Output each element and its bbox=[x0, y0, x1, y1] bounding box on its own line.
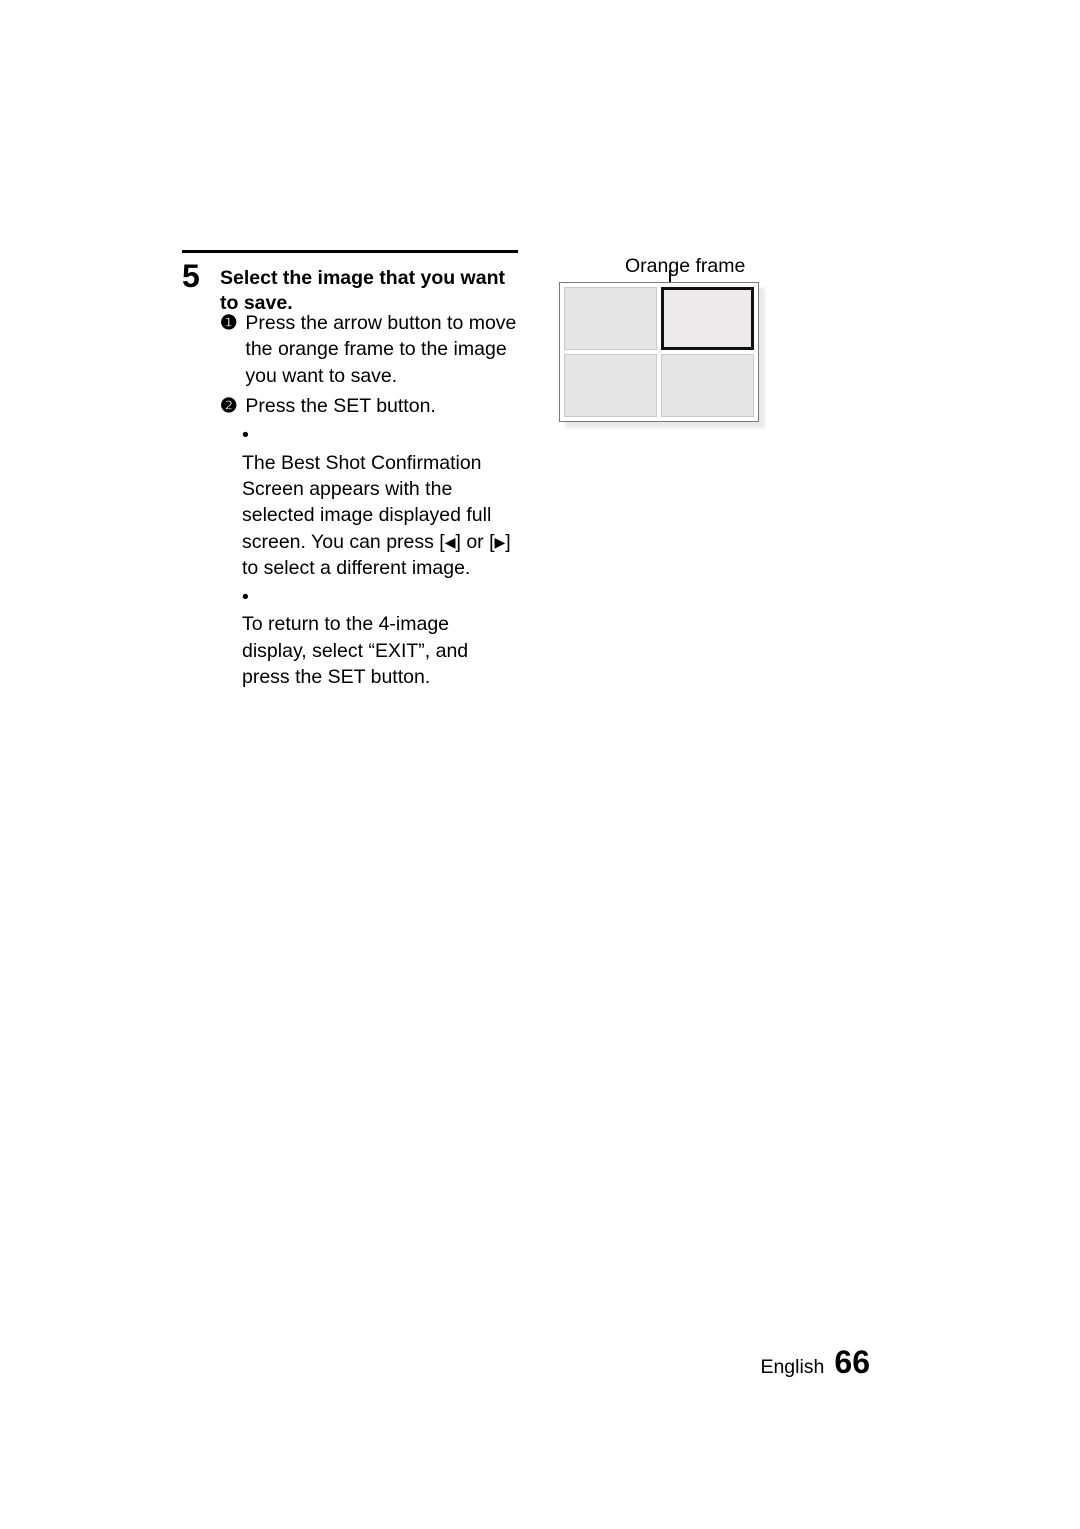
bullet-1-text: The Best Shot Confirmation Screen appear… bbox=[242, 450, 514, 582]
thumb-cell-2 bbox=[564, 354, 657, 417]
substep-1: ❶ Press the arrow button to move the ora… bbox=[220, 310, 534, 389]
grid-outer bbox=[559, 282, 759, 422]
section-rule bbox=[182, 250, 518, 253]
right-arrow-icon: ▶ bbox=[495, 534, 506, 550]
circled-1-icon: ❶ bbox=[220, 310, 240, 336]
bullet-list: • The Best Shot Confirmation Screen appe… bbox=[220, 423, 534, 690]
footer-language: English bbox=[760, 1356, 824, 1379]
manual-page: 5 Select the image that you want to save… bbox=[0, 0, 1080, 1529]
bullet-1-mid: ] or [ bbox=[456, 531, 495, 553]
bullet-dot-icon: • bbox=[242, 585, 260, 610]
bullet-2-text: To return to the 4-image display, select… bbox=[242, 611, 514, 690]
substep-2: ❷ Press the SET button. • The Best Shot … bbox=[220, 393, 534, 690]
substep-list: ❶ Press the arrow button to move the ora… bbox=[220, 310, 534, 694]
step-title: Select the image that you want to save. bbox=[220, 266, 520, 316]
footer-page-number: 66 bbox=[834, 1344, 870, 1381]
diagram-leader-line bbox=[669, 270, 671, 282]
thumb-cell-3 bbox=[661, 354, 754, 417]
circled-2-icon: ❷ bbox=[220, 393, 240, 419]
bullet-dot-icon: • bbox=[242, 423, 260, 448]
diagram-label: Orange frame bbox=[625, 255, 745, 278]
bullet-2: • To return to the 4-image display, sele… bbox=[242, 585, 534, 690]
step-number: 5 bbox=[182, 258, 200, 295]
thumb-cell-1-selected bbox=[661, 287, 754, 350]
thumb-cell-0 bbox=[564, 287, 657, 350]
substep-2-text: Press the SET button. bbox=[245, 393, 533, 419]
left-arrow-icon: ◀ bbox=[445, 534, 456, 550]
bullet-1: • The Best Shot Confirmation Screen appe… bbox=[242, 423, 534, 581]
thumbnail-grid bbox=[559, 282, 759, 422]
substep-1-text: Press the arrow button to move the orang… bbox=[245, 310, 533, 389]
page-footer: English 66 bbox=[760, 1344, 870, 1381]
